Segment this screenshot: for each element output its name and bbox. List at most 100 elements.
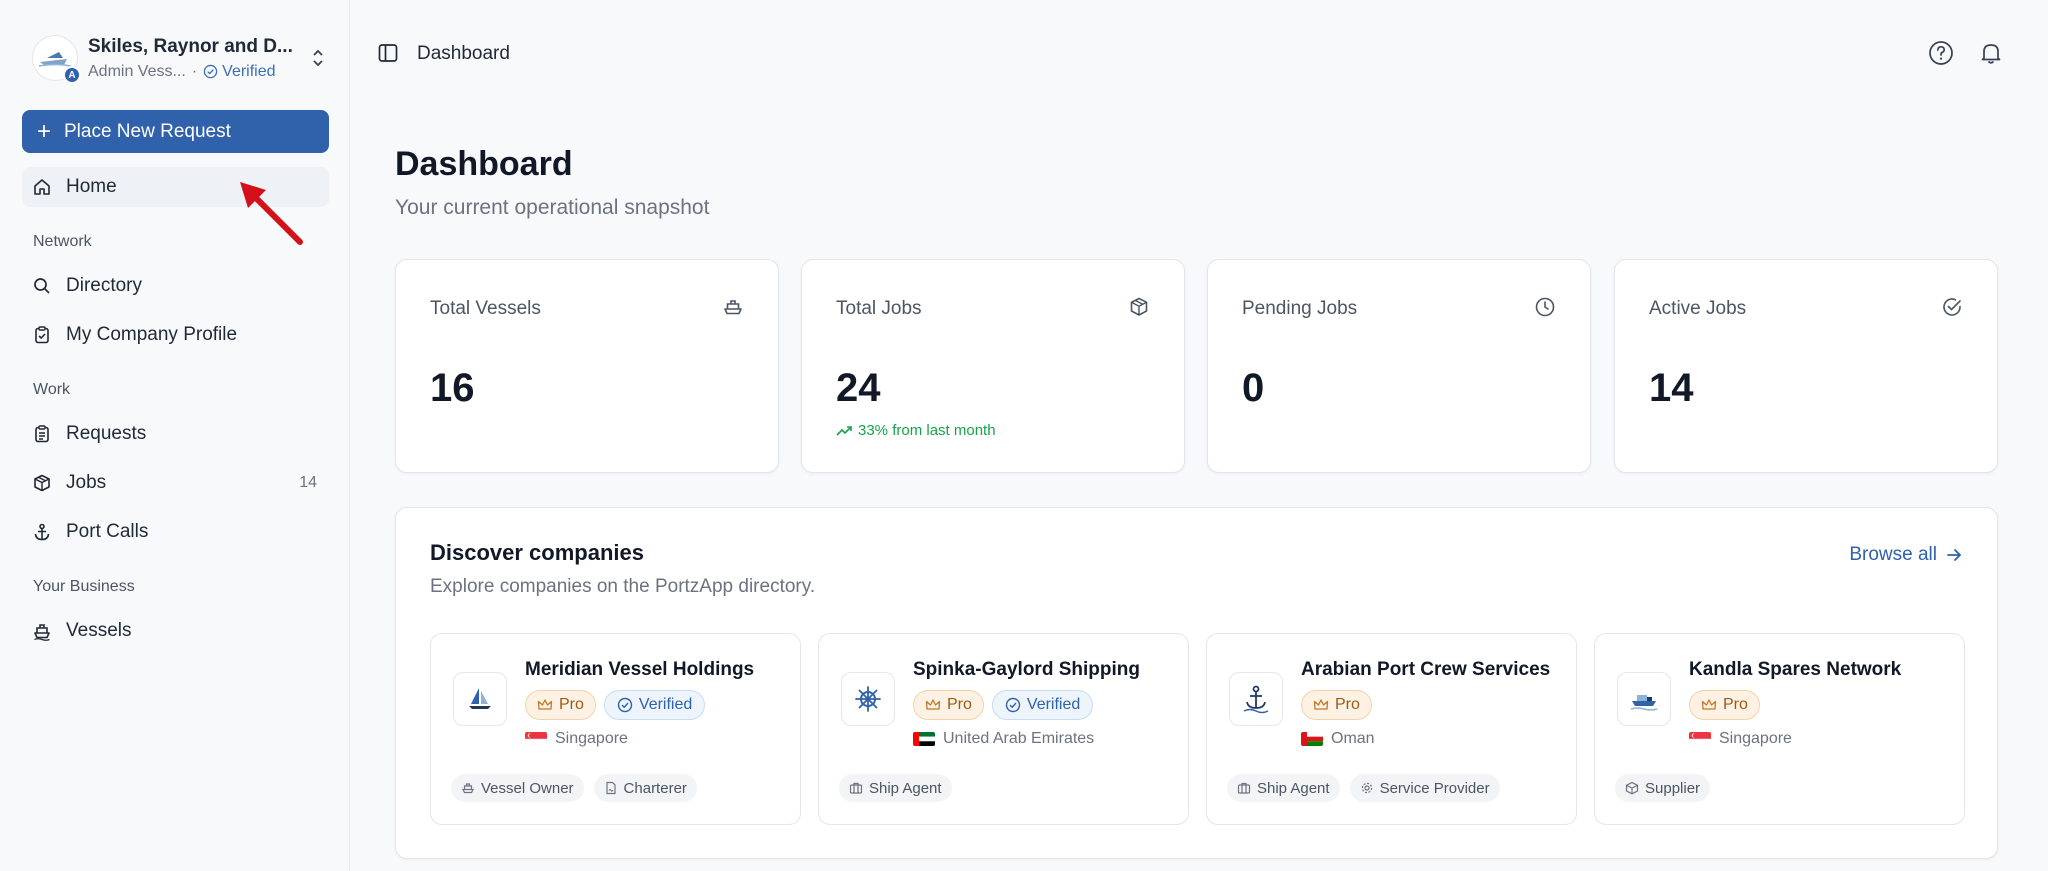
verified-check-icon	[617, 697, 633, 713]
org-switcher[interactable]: A Skiles, Raynor and D... Admin Vess... …	[32, 30, 328, 86]
pro-badge: Pro	[525, 690, 596, 720]
company-name: Meridian Vessel Holdings	[525, 659, 755, 680]
clipboard-list-icon	[35, 425, 49, 443]
place-new-request-label: Place New Request	[64, 120, 231, 142]
browse-all-label: Browse all	[1849, 544, 1937, 565]
briefcase-icon	[1237, 782, 1251, 794]
stat-value: 14	[1649, 366, 1694, 410]
company-card[interactable]: Spinka-Gaylord Shipping Pro Verified Uni…	[818, 633, 1189, 825]
oman-flag-icon	[1301, 732, 1323, 746]
verified-check-icon	[203, 64, 218, 79]
stat-label: Pending Jobs	[1242, 298, 1358, 319]
stat-value: 0	[1242, 366, 1265, 410]
company-name: Kandla Spares Network	[1689, 659, 1902, 680]
stat-label: Total Vessels	[430, 298, 541, 319]
verified-badge: Verified	[603, 690, 706, 720]
sailboat-logo-icon	[469, 688, 491, 709]
sidebar-item-jobs[interactable]: Jobs 14	[22, 463, 329, 503]
company-tag-label: Ship Agent	[1257, 779, 1330, 797]
org-name: Skiles, Raynor and D...	[88, 35, 293, 57]
search-icon	[34, 278, 50, 294]
sidebar-item-label: My Company Profile	[66, 324, 238, 345]
home-icon	[34, 179, 50, 195]
stat-card-pending-jobs: Pending Jobs 0	[1207, 259, 1591, 473]
stat-trend-label: 33% from last month	[858, 422, 996, 439]
crown-icon	[1701, 699, 1717, 710]
sidebar-toggle-icon[interactable]	[377, 42, 399, 64]
bell-icon[interactable]	[1978, 40, 2004, 66]
arrow-right-icon	[1947, 549, 1962, 561]
trending-up-icon	[836, 425, 852, 436]
company-tag: Supplier	[1615, 774, 1711, 802]
singapore-flag-icon	[525, 732, 547, 746]
sidebar-item-label: Home	[66, 176, 117, 197]
company-tag-label: Ship Agent	[869, 779, 942, 797]
stat-label: Active Jobs	[1649, 298, 1747, 319]
ship-logo-icon	[38, 52, 72, 67]
company-card[interactable]: Kandla Spares Network Pro Singapore Supp…	[1594, 633, 1965, 825]
sidebar-item-vessels[interactable]: Vessels	[22, 611, 329, 651]
verified-badge-label: Verified	[638, 696, 693, 713]
company-country-label: Singapore	[555, 730, 628, 747]
company-tag-label: Charterer	[623, 779, 687, 797]
sidebar-item-company-profile[interactable]: My Company Profile	[22, 315, 329, 355]
ship-wheel-logo-icon	[855, 686, 881, 712]
company-tag: Ship Agent	[1227, 774, 1340, 802]
nav-section-work: Work	[33, 381, 71, 398]
crown-icon	[925, 699, 941, 710]
company-logo	[1229, 672, 1283, 726]
ship-icon	[462, 783, 474, 794]
pro-badge-label: Pro	[1335, 696, 1360, 713]
page-subtitle: Your current operational snapshot	[395, 196, 710, 219]
package-icon	[1625, 781, 1639, 795]
cargo-ship-logo-icon	[1630, 695, 1658, 711]
help-icon[interactable]	[1928, 40, 1954, 66]
crown-icon	[1313, 699, 1329, 710]
discover-title: Discover companies	[430, 540, 644, 565]
chevron-up-down-icon[interactable]	[308, 46, 328, 70]
anchor-logo-icon	[1243, 685, 1269, 714]
company-card[interactable]: Meridian Vessel Holdings Pro Verified Si…	[430, 633, 801, 825]
pro-badge-label: Pro	[559, 696, 584, 713]
company-tag-label: Service Provider	[1379, 779, 1490, 797]
sidebar-item-label: Requests	[66, 423, 147, 444]
sidebar-item-port-calls[interactable]: Port Calls	[22, 512, 329, 552]
breadcrumb: Dashboard	[417, 43, 510, 64]
company-tag: Service Provider	[1349, 774, 1500, 802]
sidebar-item-requests[interactable]: Requests	[22, 414, 329, 454]
sidebar: A Skiles, Raynor and D... Admin Vess... …	[0, 0, 350, 871]
pro-badge-label: Pro	[947, 696, 972, 713]
company-logo	[453, 672, 507, 726]
browse-all-link[interactable]: Browse all	[1849, 544, 1963, 566]
stat-card-active-jobs: Active Jobs 14	[1614, 259, 1998, 473]
company-card[interactable]: Arabian Port Crew Services Pro Oman Ship…	[1206, 633, 1577, 825]
org-separator: ·	[191, 62, 198, 80]
company-tag: Charterer	[593, 774, 697, 802]
company-country: Singapore	[525, 730, 628, 748]
crown-icon	[537, 699, 553, 710]
stat-trend: 33% from last month	[836, 422, 996, 439]
jobs-count-badge: 14	[299, 474, 317, 491]
discover-companies-panel: Discover companies Explore companies on …	[395, 507, 1998, 859]
company-country: Oman	[1301, 730, 1375, 748]
sidebar-item-directory[interactable]: Directory	[22, 266, 329, 306]
page-title: Dashboard	[395, 145, 573, 183]
document-signature-icon	[605, 781, 616, 795]
ship-icon	[34, 624, 50, 641]
discover-subtitle: Explore companies on the PortzApp direct…	[430, 576, 816, 597]
pro-badge: Pro	[1301, 690, 1372, 720]
package-icon	[34, 474, 50, 492]
company-country: Singapore	[1689, 730, 1792, 748]
pro-badge: Pro	[1689, 690, 1760, 720]
singapore-flag-icon	[1689, 732, 1711, 746]
place-new-request-button[interactable]: + Place New Request	[22, 110, 329, 153]
nav-section-network: Network	[33, 233, 92, 250]
nav-section-business: Your Business	[33, 578, 135, 595]
clipboard-check-icon	[35, 326, 49, 344]
sidebar-item-label: Jobs	[66, 472, 107, 493]
verified-badge: Verified	[991, 690, 1094, 720]
clock-icon	[1535, 297, 1555, 317]
sidebar-item-label: Directory	[66, 275, 143, 296]
sidebar-item-home[interactable]: Home	[22, 167, 329, 207]
stat-label: Total Jobs	[836, 298, 922, 319]
